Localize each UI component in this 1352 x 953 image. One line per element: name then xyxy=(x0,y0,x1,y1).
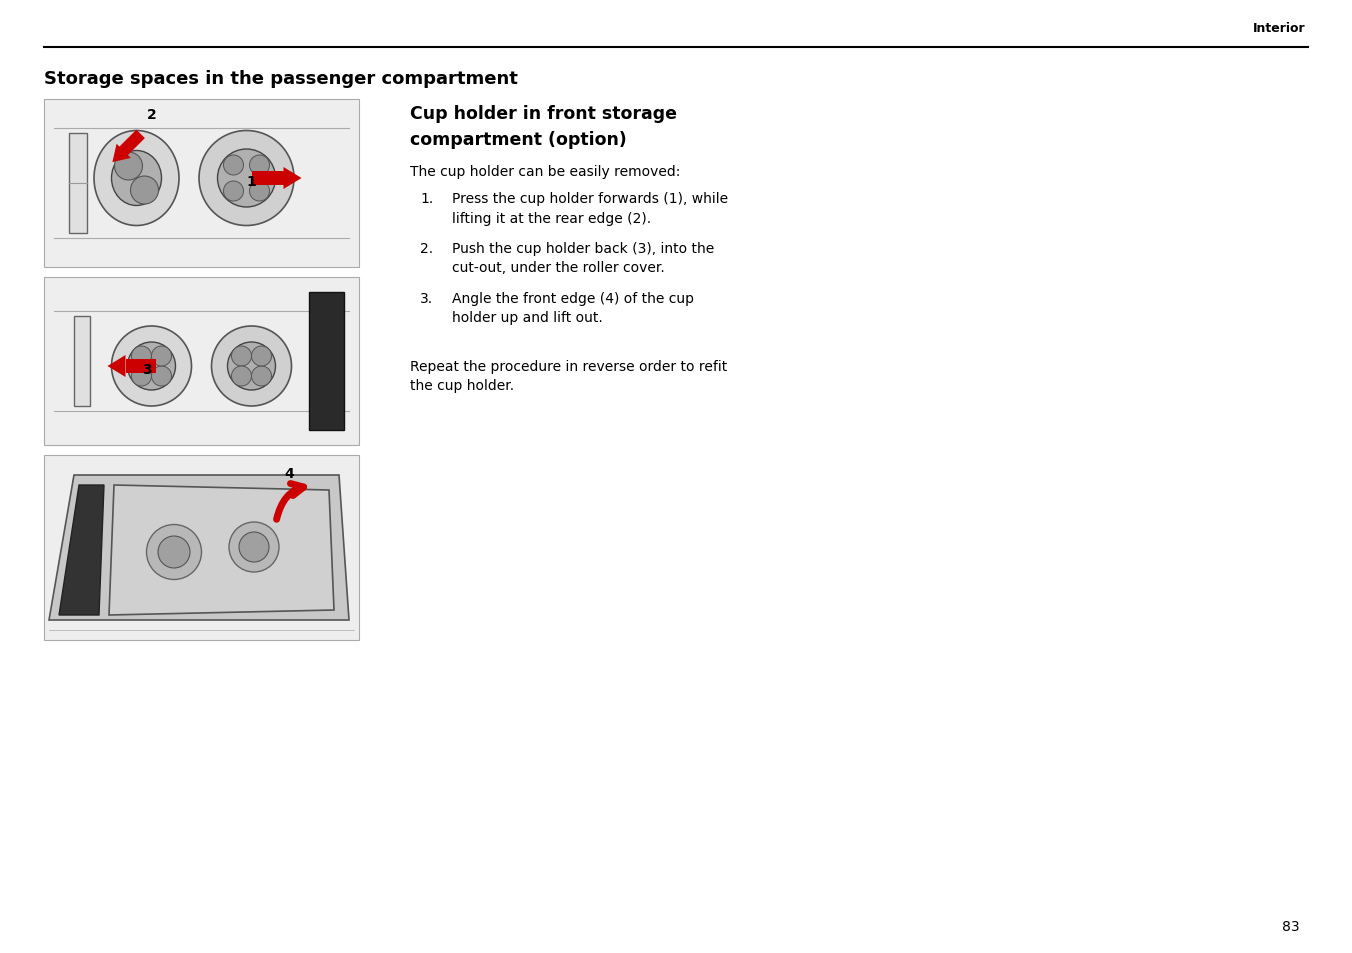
Text: 2.: 2. xyxy=(420,242,433,255)
Text: 2: 2 xyxy=(146,108,157,122)
Text: Push the cup holder back (3), into the
cut-out, under the roller cover.: Push the cup holder back (3), into the c… xyxy=(452,242,714,275)
Text: 1: 1 xyxy=(246,174,257,189)
Bar xyxy=(310,293,343,431)
Circle shape xyxy=(251,347,272,367)
Polygon shape xyxy=(49,476,349,620)
Text: Storage spaces in the passenger compartment: Storage spaces in the passenger compartm… xyxy=(45,70,518,88)
Ellipse shape xyxy=(211,327,292,407)
Bar xyxy=(74,316,91,407)
Circle shape xyxy=(131,177,158,205)
Text: 3: 3 xyxy=(142,363,151,376)
Text: Cup holder in front storage: Cup holder in front storage xyxy=(410,105,677,123)
Text: Press the cup holder forwards (1), while
lifting it at the rear edge (2).: Press the cup holder forwards (1), while… xyxy=(452,192,729,225)
Circle shape xyxy=(151,347,172,367)
Ellipse shape xyxy=(227,343,276,391)
Circle shape xyxy=(151,367,172,387)
Circle shape xyxy=(115,152,142,181)
Circle shape xyxy=(251,367,272,387)
Circle shape xyxy=(131,347,151,367)
Polygon shape xyxy=(108,355,126,377)
Circle shape xyxy=(250,182,269,202)
Ellipse shape xyxy=(111,152,161,206)
Text: Angle the front edge (4) of the cup
holder up and lift out.: Angle the front edge (4) of the cup hold… xyxy=(452,292,694,325)
Ellipse shape xyxy=(111,327,192,407)
Text: compartment (option): compartment (option) xyxy=(410,131,627,149)
Text: Interior: Interior xyxy=(1252,22,1305,35)
Bar xyxy=(69,133,87,233)
Bar xyxy=(45,100,360,268)
Bar xyxy=(126,359,155,374)
Text: 3.: 3. xyxy=(420,292,433,306)
Ellipse shape xyxy=(127,343,176,391)
Text: 1.: 1. xyxy=(420,192,433,206)
Ellipse shape xyxy=(228,522,279,573)
Ellipse shape xyxy=(239,533,269,562)
Bar xyxy=(45,456,360,640)
Ellipse shape xyxy=(146,525,201,579)
Ellipse shape xyxy=(158,537,191,568)
Circle shape xyxy=(250,156,269,175)
Ellipse shape xyxy=(218,150,276,208)
Bar xyxy=(251,172,284,186)
Polygon shape xyxy=(112,131,145,163)
Ellipse shape xyxy=(95,132,178,226)
Text: The cup holder can be easily removed:: The cup holder can be easily removed: xyxy=(410,165,680,179)
Ellipse shape xyxy=(199,132,293,226)
Text: 83: 83 xyxy=(1283,919,1301,933)
Polygon shape xyxy=(284,168,301,190)
Polygon shape xyxy=(110,485,334,616)
Circle shape xyxy=(231,367,251,387)
Text: Repeat the procedure in reverse order to refit
the cup holder.: Repeat the procedure in reverse order to… xyxy=(410,359,727,393)
Polygon shape xyxy=(59,485,104,616)
Text: 4: 4 xyxy=(284,467,293,480)
Circle shape xyxy=(231,347,251,367)
Circle shape xyxy=(223,156,243,175)
Circle shape xyxy=(223,182,243,202)
Bar xyxy=(45,277,360,446)
Circle shape xyxy=(131,367,151,387)
